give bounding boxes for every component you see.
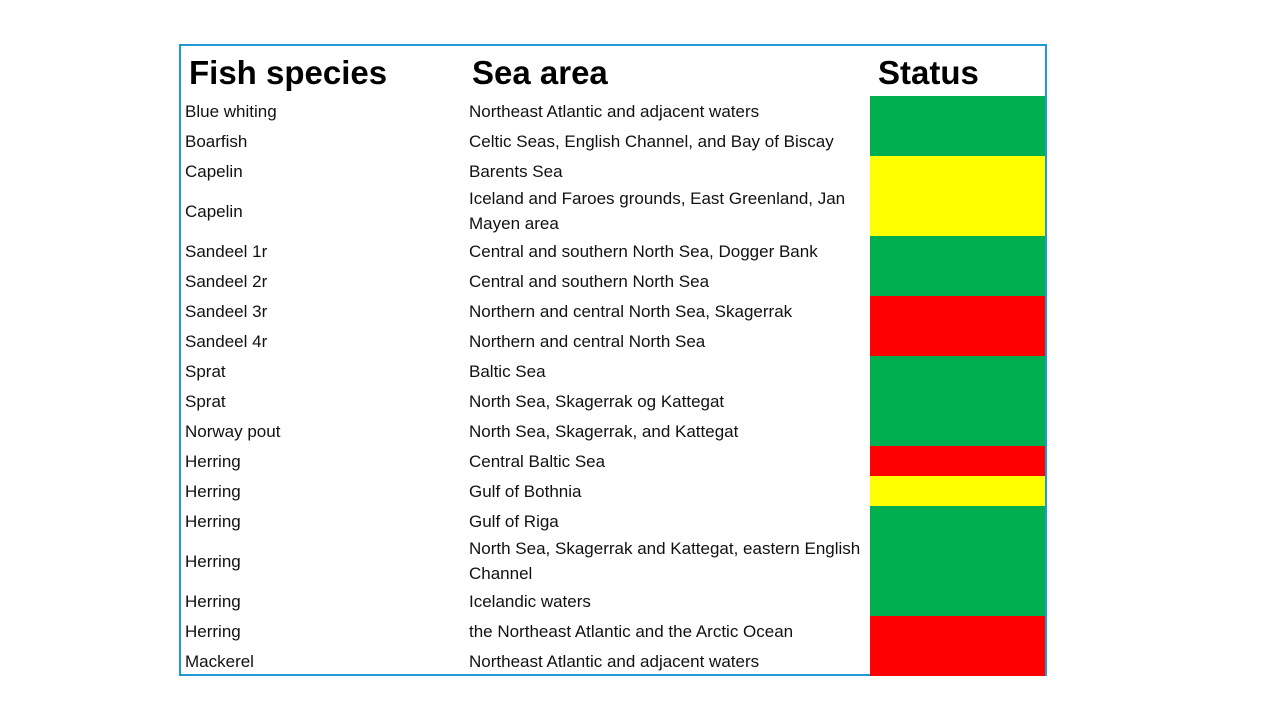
species-cell: Blue whiting	[185, 101, 277, 121]
sea-area-cell: Icelandic waters	[469, 591, 591, 611]
sea-area-cell: Northeast Atlantic and adjacent waters	[469, 651, 760, 671]
table-row: Herring Gulf of Bothnia	[181, 476, 1045, 506]
status-cell-red	[870, 446, 1045, 476]
header-status: Status	[878, 54, 979, 91]
table-row: Sandeel 3r Northern and central North Sea…	[181, 296, 1045, 326]
species-cell: Sandeel 2r	[185, 271, 268, 291]
species-cell: Capelin	[185, 201, 243, 221]
sea-area-cell: North Sea, Skagerrak og Kattegat	[469, 391, 725, 411]
species-cell: Herring	[185, 621, 241, 641]
species-cell: Mackerel	[185, 651, 254, 671]
sea-area-cell: Northern and central North Sea, Skagerra…	[469, 301, 793, 321]
table-row: Herring North Sea, Skagerrak and Kattegat…	[181, 536, 1045, 586]
sea-area-cell: the Northeast Atlantic and the Arctic Oc…	[469, 621, 794, 641]
table-row: Sandeel 1r Central and southern North Sea…	[181, 236, 1045, 266]
status-cell-green	[870, 506, 1045, 536]
sea-area-cell: Northern and central North Sea	[469, 331, 706, 351]
species-cell: Herring	[185, 451, 241, 471]
sea-area-cell: Northeast Atlantic and adjacent waters	[469, 101, 760, 121]
table-row: Herring Icelandic waters	[181, 586, 1045, 616]
status-cell-green	[870, 586, 1045, 616]
table-row: Boarfish Celtic Seas, English Channel, an…	[181, 126, 1045, 156]
species-cell: Herring	[185, 551, 241, 571]
table-header-row: Fish species Sea area Status	[181, 46, 1045, 96]
sea-area-cell: Central and southern North Sea	[469, 271, 710, 291]
sea-area-cell: Gulf of Bothnia	[469, 481, 582, 501]
sea-area-cell: North Sea, Skagerrak and Kattegat, easte…	[469, 539, 861, 583]
header-fish-species: Fish species	[189, 54, 388, 91]
species-cell: Sandeel 4r	[185, 331, 268, 351]
table-body: Blue whiting Northeast Atlantic and adjac…	[181, 96, 1045, 676]
sea-area-cell: Iceland and Faroes grounds, East Greenla…	[469, 189, 846, 233]
status-cell-green	[870, 536, 1045, 586]
status-cell-green	[870, 266, 1045, 296]
status-cell-red	[870, 326, 1045, 356]
table-row: Capelin Iceland and Faroes grounds, East …	[181, 186, 1045, 236]
table-row: Herring Central Baltic Sea	[181, 446, 1045, 476]
sea-area-cell: North Sea, Skagerrak, and Kattegat	[469, 421, 739, 441]
table-row: Sprat North Sea, Skagerrak og Kattegat	[181, 386, 1045, 416]
table-row: Capelin Barents Sea	[181, 156, 1045, 186]
status-cell-yellow	[870, 156, 1045, 186]
table-row: Sandeel 4r Northern and central North Sea	[181, 326, 1045, 356]
status-cell-green	[870, 416, 1045, 446]
table-row: Sandeel 2r Central and southern North Sea	[181, 266, 1045, 296]
table-row: Sprat Baltic Sea	[181, 356, 1045, 386]
species-cell: Herring	[185, 591, 241, 611]
status-cell-red	[870, 616, 1045, 646]
species-cell: Sprat	[185, 361, 226, 381]
species-cell: Boarfish	[185, 131, 248, 151]
sea-area-cell: Gulf of Riga	[469, 511, 559, 531]
species-cell: Herring	[185, 511, 241, 531]
species-cell: Sandeel 3r	[185, 301, 268, 321]
species-cell: Capelin	[185, 161, 243, 181]
sea-area-cell: Barents Sea	[469, 161, 563, 181]
status-cell-yellow	[870, 476, 1045, 506]
table-row: Herring the Northeast Atlantic and the Ar…	[181, 616, 1045, 646]
status-cell-red	[870, 646, 1045, 676]
status-cell-green	[870, 356, 1045, 386]
status-cell-yellow	[870, 186, 1045, 236]
header-sea-area: Sea area	[472, 54, 608, 91]
species-cell: Herring	[185, 481, 241, 501]
status-cell-green	[870, 386, 1045, 416]
sea-area-cell: Baltic Sea	[469, 361, 546, 381]
table-row: Mackerel Northeast Atlantic and adjacent …	[181, 646, 1045, 676]
fish-status-table: Fish species Sea area Status Blue whitin…	[179, 44, 1047, 676]
table-row: Norway pout North Sea, Skagerrak, and Kat…	[181, 416, 1045, 446]
status-cell-red	[870, 296, 1045, 326]
status-cell-green	[870, 96, 1045, 126]
species-cell: Sandeel 1r	[185, 241, 268, 261]
table-row: Herring Gulf of Riga	[181, 506, 1045, 536]
species-cell: Norway pout	[185, 421, 281, 441]
table-row: Blue whiting Northeast Atlantic and adjac…	[181, 96, 1045, 126]
sea-area-cell: Central and southern North Sea, Dogger B…	[469, 241, 818, 261]
status-cell-green	[870, 236, 1045, 266]
status-cell-green	[870, 126, 1045, 156]
sea-area-cell: Central Baltic Sea	[469, 451, 606, 471]
species-cell: Sprat	[185, 391, 226, 411]
sea-area-cell: Celtic Seas, English Channel, and Bay of…	[469, 131, 834, 151]
